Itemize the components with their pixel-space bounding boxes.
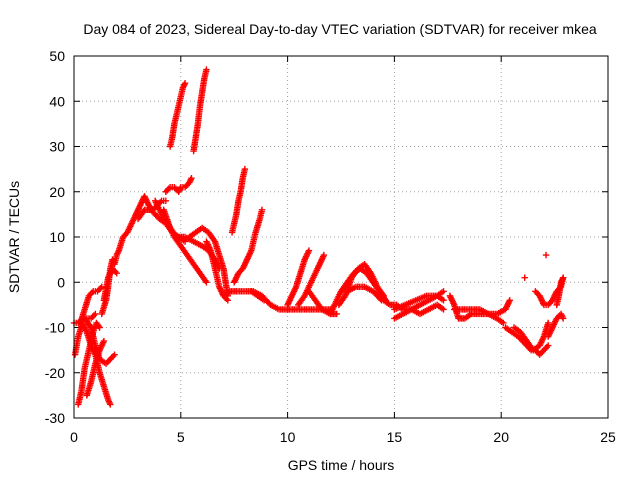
y-tick-label: -30	[45, 410, 65, 426]
y-tick-label: 0	[57, 274, 65, 290]
data-point	[521, 274, 528, 281]
data-point	[333, 310, 340, 318]
y-tick-label: 40	[49, 93, 65, 109]
data-marks	[70, 66, 567, 408]
data-point	[96, 324, 103, 331]
x-tick-label: 10	[280, 429, 296, 445]
data-point	[224, 297, 231, 304]
data-point	[258, 206, 266, 214]
x-tick-label: 15	[387, 429, 403, 445]
data-point	[544, 319, 552, 327]
y-tick-label: 20	[49, 184, 65, 200]
data-point	[440, 306, 447, 313]
data-point	[559, 274, 567, 281]
y-tick-label: -10	[45, 320, 65, 336]
data-point	[559, 315, 567, 322]
x-axis-label: GPS time / hours	[288, 457, 395, 473]
y-tick-label: 10	[49, 229, 65, 245]
data-point	[544, 342, 552, 349]
x-tick-label: 5	[177, 429, 185, 445]
y-axis-label: SDTVAR / TECUs	[6, 181, 22, 293]
x-tick-label: 20	[493, 429, 509, 445]
y-tick-label: 50	[49, 48, 65, 64]
data-point	[506, 297, 513, 304]
data-point	[111, 351, 118, 358]
data-point	[100, 337, 108, 345]
data-point	[181, 79, 189, 87]
data-point	[440, 297, 447, 304]
data-point	[500, 319, 507, 327]
data-point	[320, 251, 328, 259]
axis-ticks: 0 5 10 15 20 25 -30 -20 -10 0 10 20 30 40 50	[45, 48, 616, 445]
data-point	[92, 310, 99, 318]
data-point	[203, 279, 210, 286]
x-tick-label: 25	[600, 429, 616, 445]
x-tick-label: 0	[70, 429, 78, 445]
data-point	[203, 66, 210, 73]
data-point	[162, 197, 170, 204]
data-point	[377, 295, 384, 303]
data-point	[188, 174, 195, 182]
data-point	[241, 165, 249, 173]
data-point	[542, 251, 550, 259]
data-point	[260, 297, 268, 304]
grid-lines	[74, 56, 608, 418]
y-tick-label: 30	[49, 139, 65, 155]
chart-title: Day 084 of 2023, Sidereal Day-to-day VTE…	[83, 21, 596, 37]
data-point	[107, 401, 114, 408]
y-tick-label: -20	[45, 365, 65, 381]
data-point	[113, 270, 120, 277]
data-point	[305, 247, 313, 254]
data-point	[440, 288, 447, 295]
plot-frame	[73, 55, 609, 419]
